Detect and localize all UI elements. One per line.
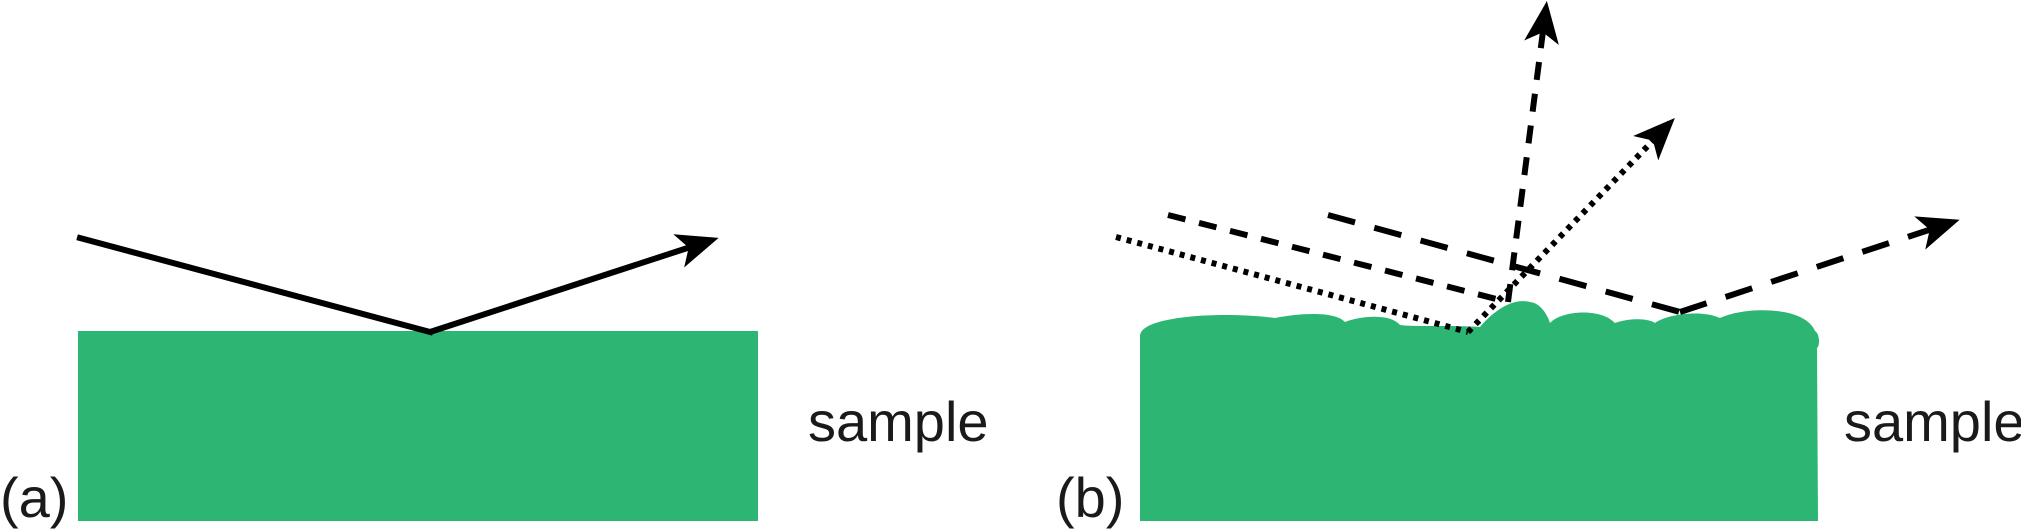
rough-sample-block <box>1140 301 1820 521</box>
dashed-reflected-ray-right <box>1679 216 1960 315</box>
dotted-reflected-ray <box>1465 117 1675 335</box>
panel-label-b: (b) <box>1056 466 1124 529</box>
smooth-sample-block <box>78 331 758 521</box>
sample-label-a: sample <box>808 390 989 453</box>
panel-b: (b) sample <box>1056 1 2021 529</box>
panel-a: (a) sample <box>0 234 989 529</box>
incident-ray <box>76 234 434 336</box>
dashed-reflected-ray-up <box>1505 1 1559 303</box>
panel-label-a: (a) <box>0 466 68 529</box>
dashed-incident-ray-1 <box>1167 212 1509 305</box>
specular-reflected-ray <box>429 234 719 335</box>
dashed-incident-ray-2 <box>1327 212 1681 315</box>
sample-label-b: sample <box>1844 390 2021 453</box>
